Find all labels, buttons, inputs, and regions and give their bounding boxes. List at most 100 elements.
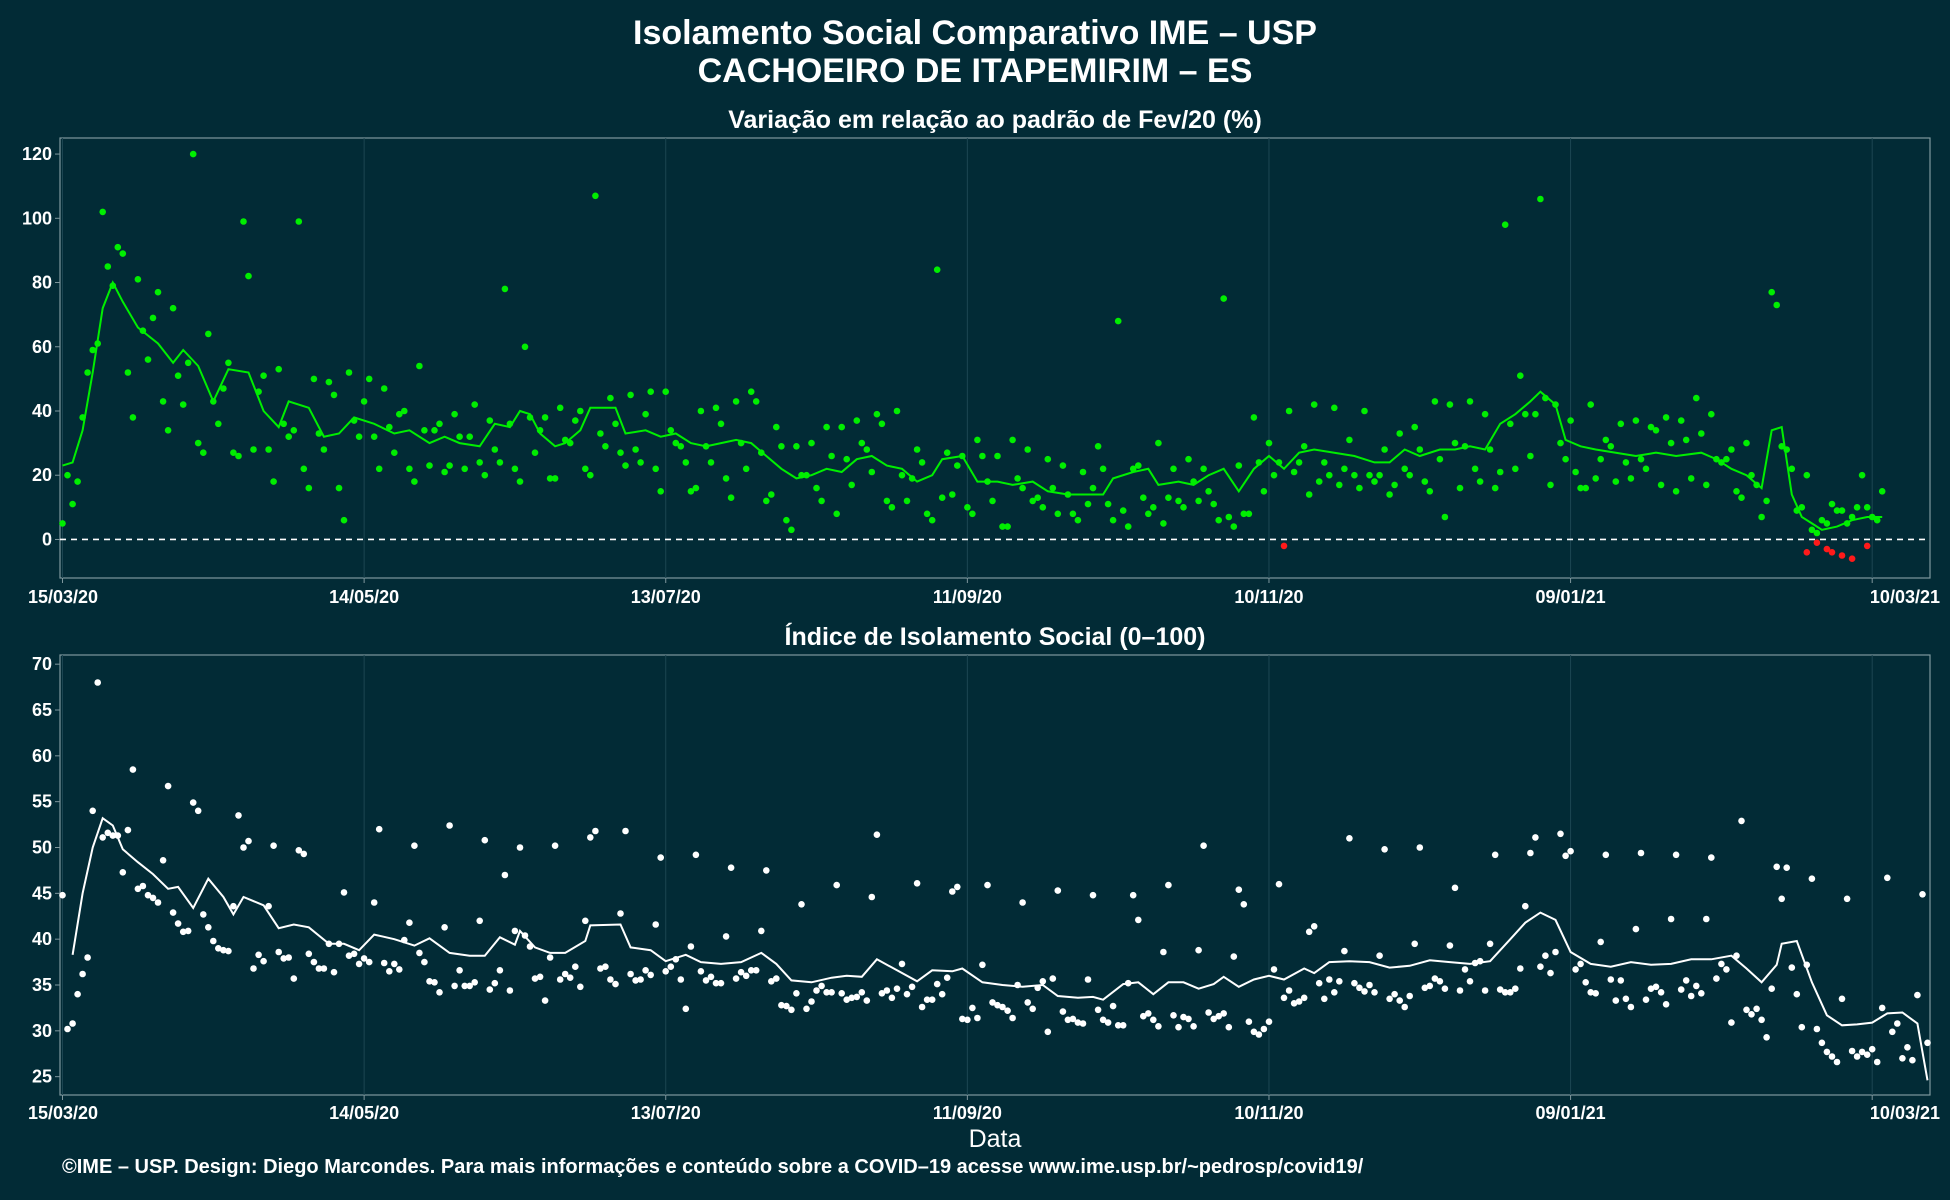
data-point bbox=[1547, 481, 1554, 489]
data-point bbox=[1853, 1053, 1861, 1060]
data-point bbox=[1411, 940, 1418, 948]
data-point bbox=[994, 1001, 1001, 1009]
data-point bbox=[752, 398, 760, 405]
data-point bbox=[516, 844, 524, 851]
data-point bbox=[1180, 504, 1187, 511]
data-point bbox=[486, 417, 494, 424]
data-point bbox=[868, 893, 876, 901]
data-point bbox=[768, 978, 775, 985]
data-point bbox=[1170, 465, 1177, 473]
data-point bbox=[174, 920, 182, 927]
data-point bbox=[159, 398, 167, 405]
data-point bbox=[270, 842, 277, 849]
data-point bbox=[84, 369, 91, 376]
data-point bbox=[194, 439, 202, 447]
data-point bbox=[431, 427, 438, 434]
data-point bbox=[119, 869, 127, 876]
data-point bbox=[898, 960, 906, 968]
data-point bbox=[491, 446, 499, 453]
data-point bbox=[1265, 1018, 1273, 1025]
data-point bbox=[863, 997, 871, 1004]
data-point bbox=[1537, 195, 1544, 203]
data-point bbox=[828, 452, 835, 460]
data-point bbox=[1466, 978, 1474, 985]
data-point bbox=[1517, 965, 1524, 972]
data-point bbox=[1823, 520, 1831, 527]
data-point bbox=[943, 449, 951, 457]
data-point bbox=[1109, 1002, 1117, 1010]
data-point bbox=[783, 516, 790, 524]
data-point bbox=[1220, 295, 1227, 302]
data-point bbox=[1225, 513, 1233, 521]
data-point bbox=[1858, 471, 1866, 479]
data-point bbox=[466, 982, 474, 990]
data-point bbox=[928, 516, 936, 524]
data-point bbox=[280, 955, 288, 962]
data-point bbox=[1391, 990, 1398, 998]
data-point bbox=[727, 864, 735, 871]
data-point bbox=[1491, 484, 1499, 492]
data-point bbox=[380, 385, 388, 392]
data-point bbox=[129, 766, 137, 773]
data-point bbox=[461, 465, 469, 473]
data-point bbox=[481, 471, 489, 479]
data-point bbox=[556, 404, 564, 412]
data-point bbox=[833, 510, 840, 518]
data-point bbox=[446, 822, 453, 829]
data-point bbox=[1129, 891, 1137, 899]
data-point bbox=[1361, 988, 1368, 995]
data-point bbox=[717, 979, 725, 987]
data-point bbox=[471, 979, 479, 986]
data-point bbox=[848, 994, 855, 1002]
data-point bbox=[1828, 500, 1836, 508]
data-point bbox=[652, 921, 659, 928]
data-point bbox=[1411, 423, 1418, 431]
data-point bbox=[1019, 484, 1026, 492]
data-point bbox=[1567, 847, 1574, 855]
data-point bbox=[531, 975, 539, 982]
data-point bbox=[913, 446, 921, 453]
data-point bbox=[416, 362, 423, 370]
data-point bbox=[1753, 1005, 1760, 1013]
data-point bbox=[788, 1006, 795, 1014]
y-tick-label: 65 bbox=[32, 700, 52, 720]
data-point bbox=[1371, 478, 1378, 485]
data-point bbox=[747, 388, 755, 396]
data-point bbox=[1758, 513, 1765, 521]
data-point bbox=[964, 504, 971, 511]
data-point bbox=[426, 462, 433, 469]
data-point bbox=[1250, 1028, 1258, 1036]
data-point bbox=[1858, 1048, 1866, 1056]
data-point bbox=[602, 443, 609, 450]
data-point bbox=[179, 928, 187, 936]
data-point bbox=[667, 427, 675, 434]
y-tick-label: 20 bbox=[32, 465, 52, 485]
data-point bbox=[1310, 923, 1318, 930]
data-point bbox=[431, 979, 438, 986]
data-point bbox=[556, 976, 564, 983]
data-point bbox=[1341, 465, 1348, 473]
data-point bbox=[1190, 1023, 1197, 1030]
isolation-index-panel: 15/03/20 14/05/20 13/07/20 11/09/20 10/11/20… bbox=[28, 622, 1940, 1153]
data-point bbox=[481, 836, 489, 844]
data-point bbox=[783, 1002, 790, 1010]
data-point bbox=[1029, 497, 1036, 505]
data-point bbox=[1522, 410, 1529, 418]
data-point bbox=[521, 343, 529, 351]
data-point bbox=[933, 980, 941, 988]
data-point bbox=[1778, 895, 1785, 903]
data-point bbox=[1838, 995, 1846, 1003]
data-point bbox=[184, 927, 192, 935]
data-point bbox=[64, 1025, 71, 1033]
data-point bbox=[129, 414, 137, 421]
data-point bbox=[516, 478, 524, 485]
data-point bbox=[1612, 478, 1620, 485]
data-point bbox=[1728, 1019, 1735, 1026]
data-point bbox=[441, 924, 448, 931]
data-point bbox=[828, 989, 835, 996]
data-point bbox=[1049, 484, 1057, 492]
moving-average-line bbox=[62, 280, 1883, 531]
data-point bbox=[1356, 984, 1363, 992]
data-point bbox=[375, 465, 383, 473]
data-point bbox=[627, 391, 634, 399]
